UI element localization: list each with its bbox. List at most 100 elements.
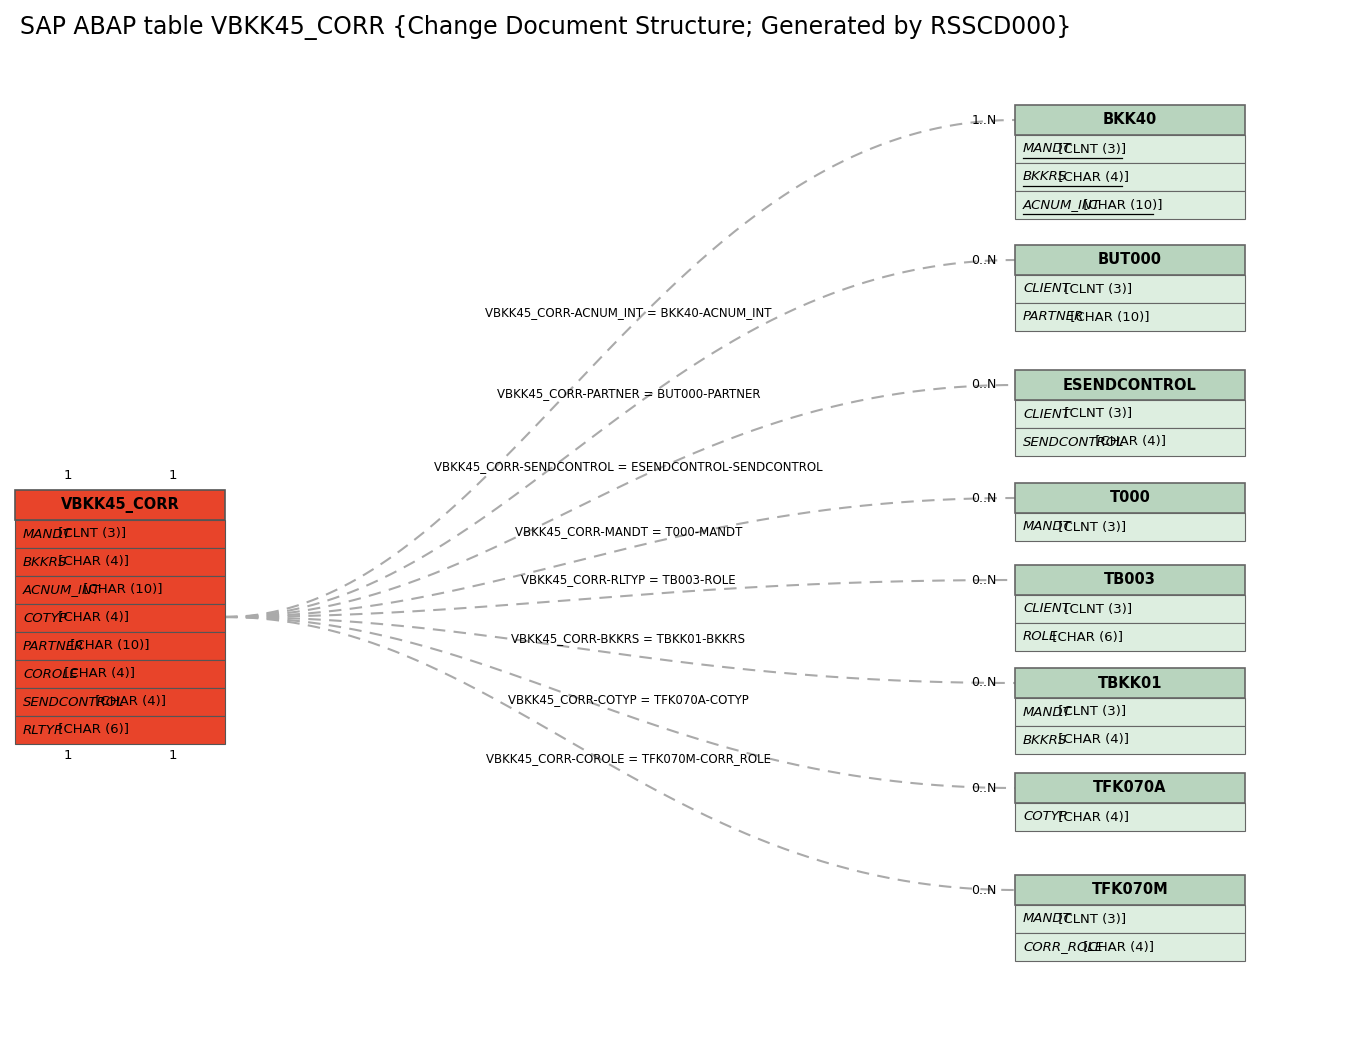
Text: MANDT: MANDT (1023, 142, 1072, 156)
Text: SAP ABAP table VBKK45_CORR {Change Document Structure; Generated by RSSCD000}: SAP ABAP table VBKK45_CORR {Change Docum… (20, 16, 1072, 40)
Text: 0..N: 0..N (972, 676, 997, 689)
Text: [CHAR (4)]: [CHAR (4)] (1091, 436, 1166, 448)
Bar (1015, 303, 1244, 331)
Text: VBKK45_CORR-RLTYP = TB003-ROLE: VBKK45_CORR-RLTYP = TB003-ROLE (521, 572, 735, 585)
Bar (1015, 513, 1244, 541)
Text: CLIENT: CLIENT (1023, 602, 1069, 616)
Bar (15, 660, 225, 688)
Bar (1015, 668, 1244, 697)
Text: 0..N: 0..N (972, 573, 997, 586)
Text: 0..N: 0..N (972, 883, 997, 897)
Bar (1015, 105, 1244, 135)
Text: [CHAR (4)]: [CHAR (4)] (1054, 171, 1129, 183)
Bar (15, 490, 225, 520)
Text: RLTYP: RLTYP (23, 724, 62, 737)
Text: [CHAR (10)]: [CHAR (10)] (1079, 198, 1163, 212)
Text: [CHAR (4)]: [CHAR (4)] (54, 555, 129, 568)
Text: MANDT: MANDT (1023, 520, 1072, 533)
Text: [CLNT (3)]: [CLNT (3)] (1054, 913, 1126, 925)
Bar (1015, 697, 1244, 726)
Text: VBKK45_CORR-SENDCONTROL = ESENDCONTROL-SENDCONTROL: VBKK45_CORR-SENDCONTROL = ESENDCONTROL-S… (434, 460, 822, 473)
Bar (1015, 623, 1244, 651)
Text: [CHAR (10)]: [CHAR (10)] (66, 639, 149, 653)
Text: PARTNER: PARTNER (1023, 311, 1084, 323)
Bar (1015, 933, 1244, 961)
Text: ACNUM_INT: ACNUM_INT (1023, 198, 1101, 212)
Text: SENDCONTROL: SENDCONTROL (1023, 436, 1125, 448)
Text: T000: T000 (1110, 491, 1151, 506)
Bar (15, 576, 225, 604)
Text: TBKK01: TBKK01 (1098, 675, 1162, 690)
Text: [CLNT (3)]: [CLNT (3)] (54, 528, 126, 541)
Bar (15, 604, 225, 632)
Text: 1: 1 (168, 469, 176, 482)
Bar (1015, 400, 1244, 428)
Text: COROLE: COROLE (23, 668, 77, 681)
Bar (1015, 726, 1244, 754)
Bar (15, 688, 225, 716)
Text: VBKK45_CORR-PARTNER = BUT000-PARTNER: VBKK45_CORR-PARTNER = BUT000-PARTNER (497, 387, 760, 401)
Text: [CLNT (3)]: [CLNT (3)] (1060, 407, 1132, 421)
Text: BUT000: BUT000 (1098, 252, 1162, 267)
Text: MANDT: MANDT (1023, 913, 1072, 925)
Text: 1: 1 (64, 469, 72, 482)
Text: VBKK45_CORR-MANDT = T000-MANDT: VBKK45_CORR-MANDT = T000-MANDT (514, 525, 742, 538)
Text: ROLE: ROLE (1023, 631, 1058, 643)
Text: CLIENT: CLIENT (1023, 407, 1069, 421)
Text: CORR_ROLE: CORR_ROLE (1023, 940, 1103, 954)
Bar (15, 716, 225, 744)
Bar (1015, 905, 1244, 933)
Text: PARTNER: PARTNER (23, 639, 84, 653)
Bar (15, 548, 225, 576)
Text: 1: 1 (64, 749, 72, 762)
Text: [CHAR (4)]: [CHAR (4)] (54, 612, 129, 624)
Text: COTYP: COTYP (23, 612, 66, 624)
Text: 0..N: 0..N (972, 492, 997, 505)
Text: VBKK45_CORR-BKKRS = TBKK01-BKKRS: VBKK45_CORR-BKKRS = TBKK01-BKKRS (512, 632, 745, 646)
Text: SENDCONTROL: SENDCONTROL (23, 695, 125, 708)
Text: BKK40: BKK40 (1103, 112, 1158, 127)
Text: [CLNT (3)]: [CLNT (3)] (1054, 520, 1126, 533)
Text: TFK070M: TFK070M (1091, 883, 1168, 898)
Bar (15, 520, 225, 548)
Text: [CHAR (10)]: [CHAR (10)] (79, 583, 163, 597)
Text: [CHAR (6)]: [CHAR (6)] (1048, 631, 1122, 643)
Text: 0..N: 0..N (972, 253, 997, 266)
Text: [CLNT (3)]: [CLNT (3)] (1060, 602, 1132, 616)
Text: [CHAR (4)]: [CHAR (4)] (60, 668, 136, 681)
Text: [CHAR (10)]: [CHAR (10)] (1067, 311, 1149, 323)
Text: VBKK45_CORR-COROLE = TFK070M-CORR_ROLE: VBKK45_CORR-COROLE = TFK070M-CORR_ROLE (486, 752, 771, 765)
Bar (1015, 803, 1244, 831)
Bar (1015, 135, 1244, 163)
Text: [CHAR (4)]: [CHAR (4)] (1054, 734, 1129, 746)
Bar (1015, 773, 1244, 803)
Text: BKKRS: BKKRS (1023, 171, 1067, 183)
Bar (1015, 565, 1244, 595)
Text: TB003: TB003 (1105, 572, 1156, 587)
Text: 0..N: 0..N (972, 781, 997, 795)
Text: VBKK45_CORR-ACNUM_INT = BKK40-ACNUM_INT: VBKK45_CORR-ACNUM_INT = BKK40-ACNUM_INT (484, 306, 772, 319)
Bar (1015, 245, 1244, 275)
Text: 1..N: 1..N (972, 113, 997, 126)
Text: VBKK45_CORR-COTYP = TFK070A-COTYP: VBKK45_CORR-COTYP = TFK070A-COTYP (508, 693, 749, 706)
Bar (1015, 275, 1244, 303)
Text: ACNUM_INT: ACNUM_INT (23, 583, 100, 597)
Bar (15, 632, 225, 660)
Bar (1015, 595, 1244, 623)
Text: BKKRS: BKKRS (1023, 734, 1067, 746)
Bar (1015, 874, 1244, 905)
Text: ESENDCONTROL: ESENDCONTROL (1063, 377, 1197, 392)
Text: MANDT: MANDT (1023, 706, 1072, 719)
Text: 1: 1 (168, 749, 176, 762)
Text: [CHAR (4)]: [CHAR (4)] (91, 695, 166, 708)
Text: TFK070A: TFK070A (1094, 780, 1167, 795)
Text: [CLNT (3)]: [CLNT (3)] (1054, 706, 1126, 719)
Bar (1015, 191, 1244, 219)
Text: VBKK45_CORR: VBKK45_CORR (61, 497, 179, 513)
Text: COTYP: COTYP (1023, 811, 1067, 824)
Text: [CLNT (3)]: [CLNT (3)] (1060, 283, 1132, 296)
Text: [CHAR (4)]: [CHAR (4)] (1079, 940, 1153, 954)
Bar (1015, 428, 1244, 456)
Bar (1015, 483, 1244, 513)
Text: [CLNT (3)]: [CLNT (3)] (1054, 142, 1126, 156)
